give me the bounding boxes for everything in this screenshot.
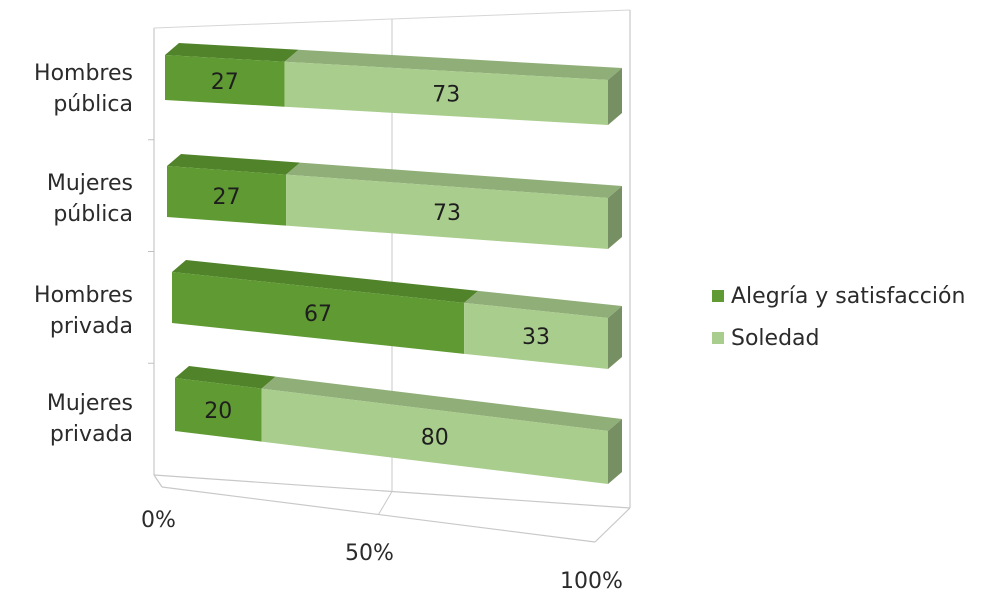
bar-hombres-privada-alegria-y-satisfaccion bbox=[172, 260, 479, 354]
x-tick-label: 0% bbox=[141, 508, 176, 533]
category-label-line: pública bbox=[53, 202, 133, 227]
bar-hombres-publica-soledad bbox=[284, 49, 622, 125]
bar-end-face bbox=[608, 186, 622, 249]
data-label: 33 bbox=[522, 325, 550, 350]
data-label: 20 bbox=[204, 399, 232, 424]
bar-front-face bbox=[165, 55, 285, 107]
bar-top-face bbox=[261, 376, 622, 431]
bar-front-face bbox=[261, 388, 608, 484]
bar-front-face bbox=[167, 166, 287, 226]
category-label-line: Mujeres bbox=[47, 171, 133, 196]
category-label-line: privada bbox=[50, 314, 133, 339]
bar-top-face bbox=[284, 49, 622, 80]
floor-right-edge bbox=[594, 507, 631, 543]
category-label-mujeres-privada: Mujeres privada bbox=[47, 391, 133, 447]
legend-swatch-soledad bbox=[712, 332, 724, 344]
bar-hombres-publica-alegria-y-satisfaccion bbox=[165, 43, 299, 107]
legend-label-alegria-y-satisfaccion: Alegría y satisfacción bbox=[731, 284, 965, 309]
data-label: 67 bbox=[304, 302, 332, 327]
data-label: 73 bbox=[433, 201, 461, 226]
legend-label-soledad: Soledad bbox=[731, 326, 819, 351]
category-label-mujeres-publica: Mujeres pública bbox=[47, 171, 133, 227]
category-label-line: Hombres bbox=[34, 61, 133, 86]
x-tick-label: 50% bbox=[345, 541, 394, 566]
floor-gridline bbox=[378, 491, 393, 515]
bar-mujeres-publica-alegria-y-satisfaccion bbox=[167, 154, 301, 226]
legend: Alegría y satisfacción Soledad bbox=[712, 284, 965, 351]
bar-end-face bbox=[608, 68, 622, 125]
bar-mujeres-privada-alegria-y-satisfaccion bbox=[175, 366, 276, 442]
bar-front-face bbox=[175, 378, 262, 442]
bar-mujeres-publica-soledad bbox=[286, 162, 622, 249]
category-label-hombres-privada: Hombres privada bbox=[34, 283, 133, 339]
x-tick-label: 100% bbox=[560, 569, 623, 594]
bar-end-face bbox=[608, 419, 622, 484]
bar-top-face bbox=[175, 366, 276, 389]
bar-top-face bbox=[286, 162, 622, 198]
data-label: 73 bbox=[432, 82, 460, 107]
bar-front-face bbox=[464, 302, 608, 369]
bar-front-face bbox=[286, 174, 608, 249]
bar-end-face bbox=[608, 306, 622, 369]
category-label-line: Hombres bbox=[34, 283, 133, 308]
bar-front-face bbox=[172, 272, 465, 354]
floor-left-edge bbox=[153, 474, 163, 488]
bar-top-face bbox=[172, 260, 479, 303]
data-label: 80 bbox=[421, 425, 449, 450]
bar-top-face bbox=[167, 154, 301, 175]
category-label-line: Mujeres bbox=[47, 391, 133, 416]
bar-hombres-privada-soledad bbox=[464, 290, 622, 369]
bar-mujeres-privada-soledad bbox=[261, 376, 622, 484]
data-label: 27 bbox=[211, 70, 239, 95]
category-label-hombres-publica: Hombres pública bbox=[34, 61, 133, 117]
bar-front-face bbox=[284, 61, 608, 125]
category-label-line: pública bbox=[53, 92, 133, 117]
category-label-line: privada bbox=[50, 422, 133, 447]
bars-layer bbox=[165, 43, 622, 484]
bar-top-face bbox=[464, 290, 622, 318]
data-label: 27 bbox=[213, 185, 241, 210]
legend-swatch-alegria-y-satisfaccion bbox=[712, 290, 724, 302]
bar-top-face bbox=[165, 43, 299, 62]
